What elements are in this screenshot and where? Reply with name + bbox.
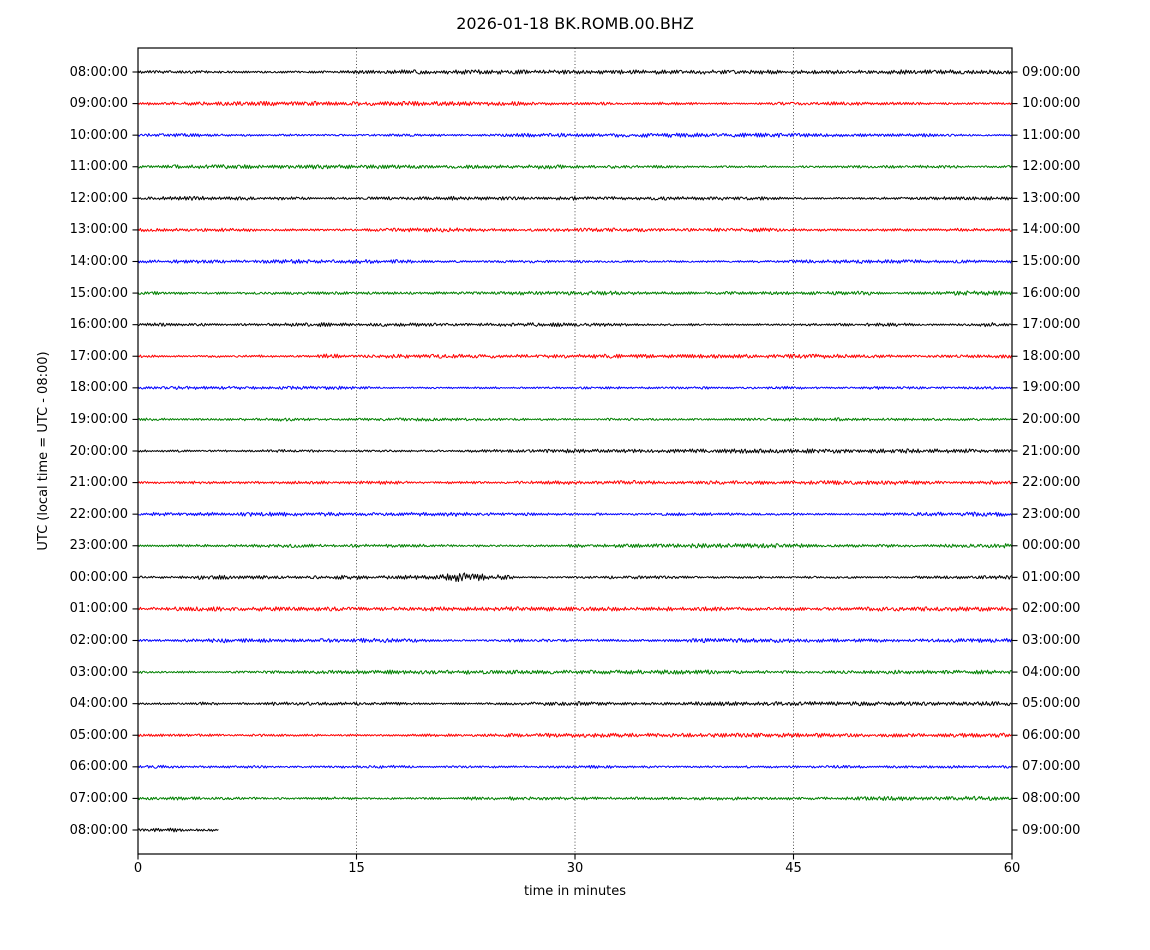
local-time-label: 13:00:00	[1022, 190, 1081, 206]
trace-row-14:00:00	[137, 258, 1013, 265]
x-axis-label: time in minutes	[523, 884, 627, 899]
trace-row-16:00:00	[137, 322, 1012, 328]
local-time-label: 23:00:00	[1022, 506, 1081, 522]
trace-row-13:00:00	[137, 227, 1012, 233]
trace-row-03:00:00	[137, 669, 1012, 675]
local-time-label: 16:00:00	[1022, 285, 1081, 301]
local-time-label: 05:00:00	[1022, 696, 1081, 712]
utc-time-label: 20:00:00	[69, 443, 128, 459]
utc-time-label: 06:00:00	[69, 759, 128, 775]
utc-time-label: 15:00:00	[69, 285, 128, 301]
utc-time-label: 04:00:00	[69, 696, 128, 712]
trace-row-07:00:00	[137, 795, 1013, 802]
trace-row-22:00:00	[137, 511, 1013, 517]
utc-time-label: 07:00:00	[69, 790, 128, 806]
local-time-label: 10:00:00	[1022, 96, 1081, 112]
utc-time-label: 14:00:00	[69, 254, 128, 269]
local-time-label: 04:00:00	[1022, 664, 1081, 680]
utc-time-label: 18:00:00	[69, 380, 128, 396]
local-time-label: 20:00:00	[1022, 411, 1081, 427]
trace-row-12:00:00	[137, 195, 1013, 201]
local-time-label: 17:00:00	[1022, 317, 1081, 333]
trace-row-02:00:00	[137, 637, 1013, 644]
trace-row-10:00:00	[137, 132, 1012, 138]
local-time-label: 18:00:00	[1022, 348, 1081, 364]
x-tick-label: 0	[133, 861, 143, 876]
utc-time-label: 13:00:00	[69, 222, 128, 238]
trace-row-19:00:00	[137, 417, 1012, 422]
utc-time-label: 22:00:00	[69, 506, 128, 522]
utc-time-label: 17:00:00	[69, 348, 128, 364]
local-time-label: 11:00:00	[1022, 127, 1081, 143]
utc-time-label: 12:00:00	[69, 190, 128, 206]
local-time-label: 02:00:00	[1022, 601, 1081, 617]
utc-time-label: 11:00:00	[69, 159, 128, 175]
utc-time-label: 05:00:00	[69, 727, 128, 743]
seismogram-traces	[137, 69, 1013, 833]
trace-row-09:00:00	[137, 100, 1013, 107]
utc-time-label: 16:00:00	[69, 317, 128, 333]
trace-row-06:00:00	[137, 764, 1012, 769]
local-time-label: 09:00:00	[1022, 64, 1081, 80]
utc-time-label: 08:00:00	[69, 64, 128, 80]
local-time-label: 06:00:00	[1022, 727, 1081, 743]
local-time-label: 08:00:00	[1022, 790, 1081, 806]
trace-row-15:00:00	[137, 290, 1013, 296]
utc-time-label: 21:00:00	[69, 475, 128, 491]
trace-row-20:00:00	[137, 448, 1012, 454]
trace-row-04:00:00	[137, 701, 1012, 707]
axis-ticks	[132, 71, 1018, 860]
x-tick-label: 45	[785, 861, 802, 876]
local-time-label: 07:00:00	[1022, 759, 1081, 775]
utc-time-label: 00:00:00	[69, 569, 128, 585]
local-time-label: 15:00:00	[1022, 254, 1081, 269]
trace-row-21:00:00	[137, 480, 1013, 486]
utc-time-label: 10:00:00	[69, 127, 128, 143]
trace-row-08:00:00	[137, 69, 1013, 75]
trace-row-11:00:00	[137, 164, 1012, 170]
local-time-label: 22:00:00	[1022, 475, 1081, 491]
trace-row-18:00:00	[137, 385, 1012, 390]
utc-time-label: 03:00:00	[69, 664, 128, 680]
local-time-label: 00:00:00	[1022, 538, 1081, 554]
local-time-label: 21:00:00	[1022, 443, 1081, 459]
utc-time-label: 02:00:00	[69, 633, 128, 648]
utc-time-label: 09:00:00	[69, 96, 128, 112]
trace-row-17:00:00	[137, 353, 1013, 359]
trace-row-08:00:00	[137, 827, 219, 833]
local-time-label: 03:00:00	[1022, 633, 1081, 648]
local-time-label: 19:00:00	[1022, 380, 1081, 396]
trace-row-00:00:00	[137, 572, 1012, 582]
trace-row-01:00:00	[137, 606, 1013, 612]
local-time-label: 01:00:00	[1022, 569, 1081, 585]
utc-time-label: 01:00:00	[69, 601, 128, 617]
chart-title: 2026-01-18 BK.ROMB.00.BHZ	[456, 14, 694, 33]
local-time-label: 12:00:00	[1022, 159, 1081, 175]
local-time-label: 09:00:00	[1022, 822, 1081, 838]
x-tick-label: 30	[566, 861, 584, 876]
local-time-label: 14:00:00	[1022, 222, 1081, 238]
x-tick-label: 60	[1003, 861, 1021, 876]
trace-row-23:00:00	[137, 543, 1013, 549]
utc-time-label: 19:00:00	[69, 411, 128, 427]
utc-time-label: 23:00:00	[69, 538, 128, 554]
utc-time-label: 08:00:00	[69, 822, 128, 838]
trace-row-05:00:00	[137, 732, 1012, 738]
x-tick-label: 15	[348, 861, 365, 876]
